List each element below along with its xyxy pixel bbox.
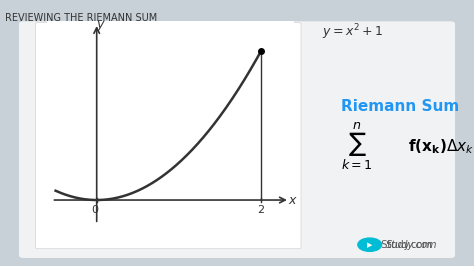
Circle shape: [358, 238, 382, 251]
Text: 0: 0: [91, 205, 99, 215]
Text: ▶: ▶: [367, 242, 373, 248]
Text: $y = x^2 + 1$: $y = x^2 + 1$: [322, 22, 383, 42]
Text: x: x: [289, 194, 296, 207]
Text: Riemann Sum: Riemann Sum: [341, 99, 459, 114]
Text: $\sum_{k=1}^{n}$: $\sum_{k=1}^{n}$: [341, 120, 373, 172]
Text: Study.com: Study.com: [386, 240, 438, 250]
FancyBboxPatch shape: [19, 21, 455, 258]
Text: REVIEWING THE RIEMANN SUM: REVIEWING THE RIEMANN SUM: [5, 13, 157, 23]
Text: 2: 2: [257, 205, 264, 215]
Text: y: y: [96, 18, 104, 31]
Text: $\mathbf{f(x_k)}\Delta x_k$: $\mathbf{f(x_k)}\Delta x_k$: [408, 137, 474, 156]
FancyBboxPatch shape: [36, 23, 301, 249]
Text: ⊙ Study.com: ⊙ Study.com: [370, 240, 431, 250]
